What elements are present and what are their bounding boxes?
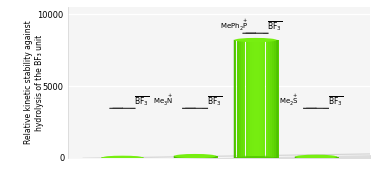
Bar xyxy=(295,157,297,158)
Bar xyxy=(270,40,272,158)
Text: $\overline{\mathrm{BF_3}}$: $\overline{\mathrm{BF_3}}$ xyxy=(328,95,343,108)
Ellipse shape xyxy=(295,157,337,159)
Text: $\overline{\mathrm{BF_3}}$: $\overline{\mathrm{BF_3}}$ xyxy=(134,95,149,108)
Bar xyxy=(272,40,274,158)
Bar xyxy=(313,157,315,158)
Bar xyxy=(317,157,319,158)
Ellipse shape xyxy=(101,156,144,160)
Bar xyxy=(214,156,216,158)
Bar xyxy=(234,40,237,158)
Text: 0: 0 xyxy=(60,154,65,163)
Bar xyxy=(196,156,198,158)
Bar xyxy=(322,157,324,158)
Text: $\overline{\mathrm{BF_3}}$: $\overline{\mathrm{BF_3}}$ xyxy=(207,95,222,108)
Bar xyxy=(328,157,330,158)
Ellipse shape xyxy=(101,156,144,160)
Bar xyxy=(304,157,306,158)
Bar xyxy=(337,157,339,158)
Bar xyxy=(315,157,317,158)
Ellipse shape xyxy=(174,157,216,159)
Bar xyxy=(243,40,245,158)
Bar xyxy=(257,40,259,158)
Bar xyxy=(203,156,205,158)
Bar xyxy=(319,157,321,158)
Bar xyxy=(308,157,310,158)
Ellipse shape xyxy=(234,38,277,42)
Y-axis label: Relative kinetic stability against
hydrolysis of the BF₃ unit: Relative kinetic stability against hydro… xyxy=(25,21,44,144)
Bar xyxy=(178,156,180,158)
Ellipse shape xyxy=(295,155,337,159)
Bar xyxy=(192,156,194,158)
Bar xyxy=(259,40,261,158)
Bar xyxy=(266,40,268,158)
Bar xyxy=(176,156,178,158)
Bar xyxy=(248,40,250,158)
Bar xyxy=(333,157,335,158)
Bar xyxy=(299,157,301,158)
Bar xyxy=(209,156,212,158)
Bar xyxy=(183,156,185,158)
Bar xyxy=(277,40,279,158)
Bar xyxy=(181,156,183,158)
Bar xyxy=(189,156,192,158)
Bar xyxy=(194,156,196,158)
Bar xyxy=(306,157,308,158)
Text: $\overline{\mathrm{BF_3}}$: $\overline{\mathrm{BF_3}}$ xyxy=(267,20,282,33)
Bar xyxy=(274,40,277,158)
Bar xyxy=(185,156,187,158)
Text: $\mathrm{MePh_2\overset{+}{P}}$: $\mathrm{MePh_2\overset{+}{P}}$ xyxy=(220,18,248,33)
Bar xyxy=(250,40,252,158)
Bar xyxy=(205,156,207,158)
Bar xyxy=(335,157,337,158)
Bar xyxy=(252,40,254,158)
Bar xyxy=(330,157,333,158)
Bar xyxy=(174,156,176,158)
Text: $\mathrm{Me_2\overset{+}{S}}$: $\mathrm{Me_2\overset{+}{S}}$ xyxy=(279,93,299,108)
Ellipse shape xyxy=(234,156,277,160)
Bar xyxy=(216,156,218,158)
Bar xyxy=(268,40,270,158)
Ellipse shape xyxy=(295,156,337,160)
Bar xyxy=(261,40,263,158)
Ellipse shape xyxy=(101,157,144,159)
Bar xyxy=(297,157,299,158)
Bar xyxy=(239,40,241,158)
Bar xyxy=(241,40,243,158)
Bar xyxy=(237,40,239,158)
Bar xyxy=(263,40,265,158)
Bar xyxy=(324,157,326,158)
Bar xyxy=(198,156,200,158)
Ellipse shape xyxy=(234,157,277,159)
Ellipse shape xyxy=(174,156,216,160)
Bar xyxy=(254,40,257,158)
Bar xyxy=(187,156,189,158)
Bar xyxy=(201,156,203,158)
Bar xyxy=(245,40,248,158)
Ellipse shape xyxy=(174,154,216,158)
Text: $\mathrm{Me_3\overset{+}{N}}$: $\mathrm{Me_3\overset{+}{N}}$ xyxy=(153,93,173,108)
Bar xyxy=(212,156,214,158)
Bar xyxy=(302,157,304,158)
Bar xyxy=(310,157,313,158)
Bar xyxy=(207,156,209,158)
Bar xyxy=(326,157,328,158)
